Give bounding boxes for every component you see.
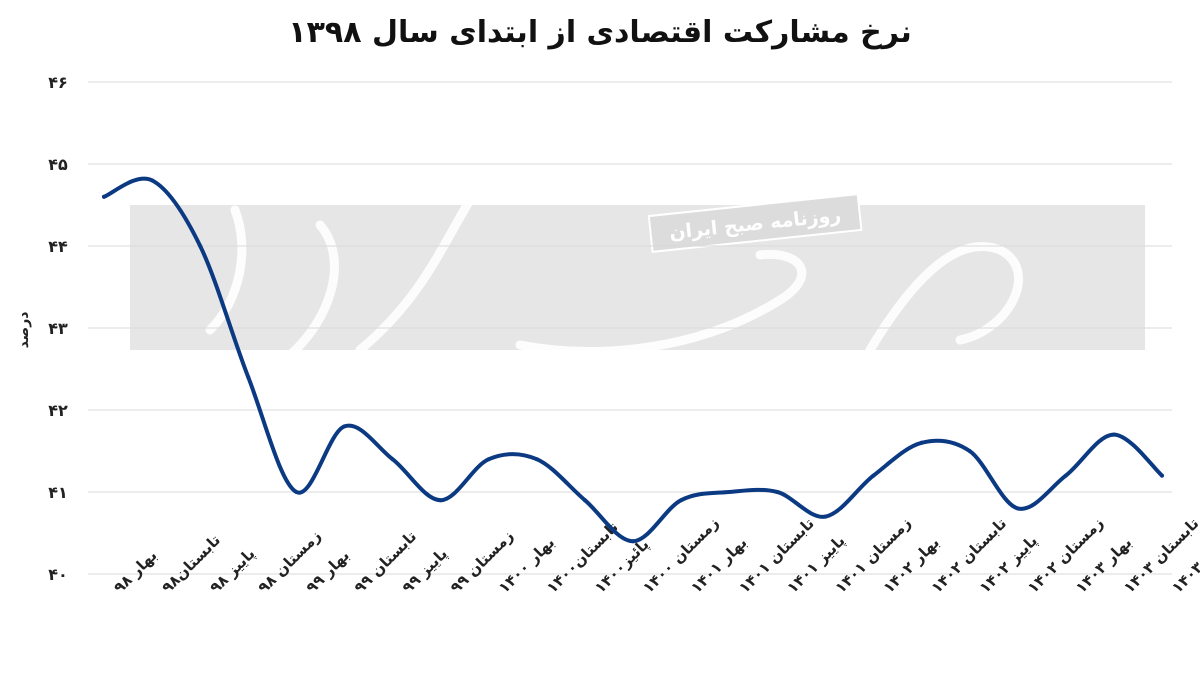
watermark: روزنامه صبح ایران xyxy=(130,193,1145,405)
y-tick-label: ۴۴ xyxy=(48,237,68,256)
data-point xyxy=(438,498,443,503)
data-point xyxy=(823,514,828,519)
data-point xyxy=(1063,473,1068,478)
chart-title: نرخ مشارکت اقتصادی از ابتدای سال ۱۳۹۸ xyxy=(288,15,911,50)
data-point xyxy=(246,375,251,380)
y-axis-label: درصد xyxy=(16,312,32,349)
watermark-stamp: روزنامه صبح ایران xyxy=(647,193,863,253)
y-tick-label: ۴۰ xyxy=(48,565,68,584)
watermark-stamp-box xyxy=(647,193,863,253)
y-tick-label: ۴۲ xyxy=(48,401,68,420)
y-tick-label: ۴۶ xyxy=(48,73,68,92)
data-point xyxy=(294,490,299,494)
data-point xyxy=(198,244,203,248)
watermark-band xyxy=(130,205,1145,350)
data-point xyxy=(1111,432,1116,437)
data-point xyxy=(1160,473,1164,478)
data-point xyxy=(679,498,684,503)
data-point xyxy=(967,449,972,453)
y-tick-label: ۴۵ xyxy=(48,155,68,174)
data-point xyxy=(919,440,924,445)
data-point xyxy=(486,457,491,462)
watermark-logo-strokes xyxy=(205,195,1023,405)
data-point xyxy=(582,498,587,503)
data-point xyxy=(534,457,539,462)
data-point xyxy=(1015,506,1020,511)
data-point xyxy=(342,424,347,429)
data-point xyxy=(631,539,635,544)
data-point xyxy=(102,194,106,199)
series-line xyxy=(102,176,1164,544)
data-point xyxy=(871,473,876,478)
y-tick-label: ۴۱ xyxy=(48,483,68,502)
gridlines xyxy=(88,81,1172,575)
x-tick-label: بهار ۹۹ xyxy=(302,546,352,596)
data-point xyxy=(727,490,732,494)
series-group xyxy=(102,176,1164,544)
y-ticks: ۴۰ ۴۱ ۴۲ ۴۳ ۴۴ ۴۵ ۴۶ xyxy=(48,73,68,584)
y-tick-label: ۴۳ xyxy=(48,319,68,338)
x-tick-label: بهار ۹۸ xyxy=(110,546,160,596)
data-point xyxy=(775,490,780,494)
data-point xyxy=(150,178,155,183)
data-point xyxy=(390,457,395,462)
